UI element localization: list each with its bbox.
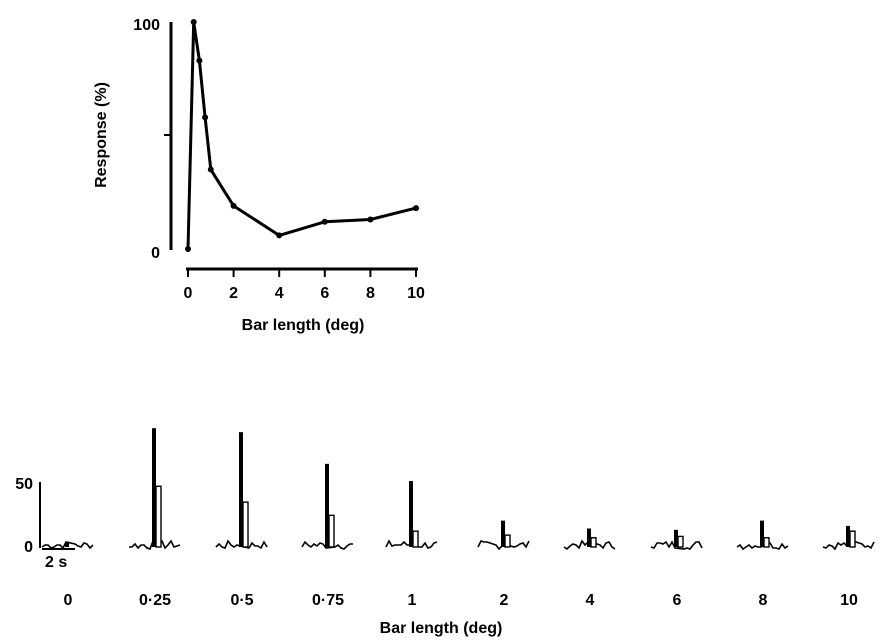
peak-bar	[65, 541, 69, 547]
baseline-trace	[41, 541, 94, 550]
peak-bar	[239, 432, 243, 547]
baseline-trace	[215, 539, 268, 550]
peak-bar	[846, 525, 850, 547]
peak-bar	[760, 520, 764, 547]
response-vs-bar-length-chart: 100 0 Response (%) Bar length (deg) 0 2 4 6…	[93, 17, 425, 334]
peak-bar	[587, 528, 591, 547]
category-label: 0·75	[312, 592, 344, 609]
histogram: 0·75	[301, 463, 353, 609]
data-point	[367, 216, 374, 223]
category-label: 4	[586, 592, 595, 609]
peak-bar	[152, 428, 156, 547]
secondary-peak-bar	[590, 537, 597, 548]
x-tick-label: 8	[366, 285, 375, 302]
category-label: 1	[408, 592, 417, 609]
x-tick-label: 4	[275, 285, 284, 302]
spike-histogram-panel: 50 0 2 s Bar length (deg) 0 0·25 0·5 0·75 1 2…	[15, 428, 875, 637]
secondary-peak-bar	[849, 530, 856, 548]
histogram: 4	[563, 528, 616, 609]
time-scale-label: 2 s	[45, 554, 67, 571]
scale-label-0: 0	[24, 539, 33, 556]
x-tick-label: 0	[184, 285, 193, 302]
baseline-trace	[822, 541, 875, 551]
data-point	[196, 57, 203, 64]
peak-bar	[501, 520, 505, 547]
peak-bar	[674, 529, 678, 547]
secondary-peak-bar	[155, 485, 162, 548]
secondary-peak-bar	[763, 537, 770, 548]
category-label: 2	[500, 592, 509, 609]
category-label: 10	[840, 592, 858, 609]
histogram: 1	[385, 481, 438, 609]
histograms: 0 0·25 0·5 0·75 1 2 4 6 8 10	[41, 428, 875, 609]
baseline-trace	[650, 540, 703, 550]
histogram: 0	[41, 541, 94, 609]
histogram: 2	[477, 520, 530, 609]
histogram: 0·5	[215, 432, 268, 609]
x-tick-label: 10	[407, 285, 425, 302]
secondary-peak-bar	[328, 514, 335, 548]
peak-bar	[325, 463, 329, 547]
secondary-peak-bar	[677, 535, 684, 548]
secondary-peak-bar	[242, 501, 249, 548]
baseline-trace	[129, 539, 181, 551]
x-ticks: 0 2 4 6 8 10	[184, 269, 425, 302]
histogram: 10	[822, 525, 875, 609]
x-tick-label: 2	[229, 285, 238, 302]
x-axis-label: Bar length (deg)	[242, 317, 365, 334]
peak-bar	[409, 481, 413, 547]
series-points	[185, 19, 419, 252]
data-point	[207, 166, 214, 173]
histogram: 0·25	[129, 428, 181, 609]
y-tick-label-0: 0	[151, 245, 160, 262]
baseline-trace	[385, 539, 438, 549]
category-label: 0	[64, 592, 73, 609]
data-point	[276, 232, 283, 239]
data-point	[321, 218, 328, 225]
baseline-trace	[477, 540, 530, 551]
data-point	[230, 202, 237, 209]
category-label: 6	[673, 592, 682, 609]
data-point	[190, 19, 197, 25]
category-label: 8	[759, 592, 768, 609]
histogram: 6	[650, 529, 703, 609]
data-point	[185, 246, 191, 252]
baseline-trace	[301, 540, 353, 550]
category-label: 0·5	[230, 592, 253, 609]
y-tick-label-100: 100	[133, 17, 160, 34]
y-axis-label: Response (%)	[93, 82, 110, 188]
category-label: 0·25	[139, 592, 171, 609]
histogram: 8	[736, 520, 789, 609]
bottom-x-axis-label: Bar length (deg)	[380, 620, 503, 637]
data-point	[202, 114, 209, 121]
data-point	[413, 205, 419, 212]
secondary-peak-bar	[412, 530, 419, 548]
series-line	[186, 20, 417, 250]
baseline-trace	[563, 539, 616, 551]
secondary-peak-bar	[504, 534, 511, 548]
scale-label-50: 50	[15, 476, 33, 493]
x-tick-label: 6	[320, 285, 329, 302]
baseline-trace	[736, 541, 789, 551]
